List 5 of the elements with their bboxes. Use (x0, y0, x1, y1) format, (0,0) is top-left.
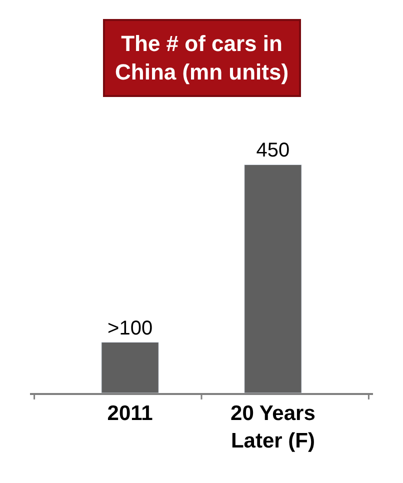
data-label: 450 (256, 140, 290, 162)
x-tick-label: 20 Years Later (F) (230, 402, 316, 452)
data-label: >100 (108, 317, 153, 340)
chart-title: The # of cars in China (mn units) (115, 31, 289, 85)
x-tick-label: 2011 (107, 402, 154, 425)
